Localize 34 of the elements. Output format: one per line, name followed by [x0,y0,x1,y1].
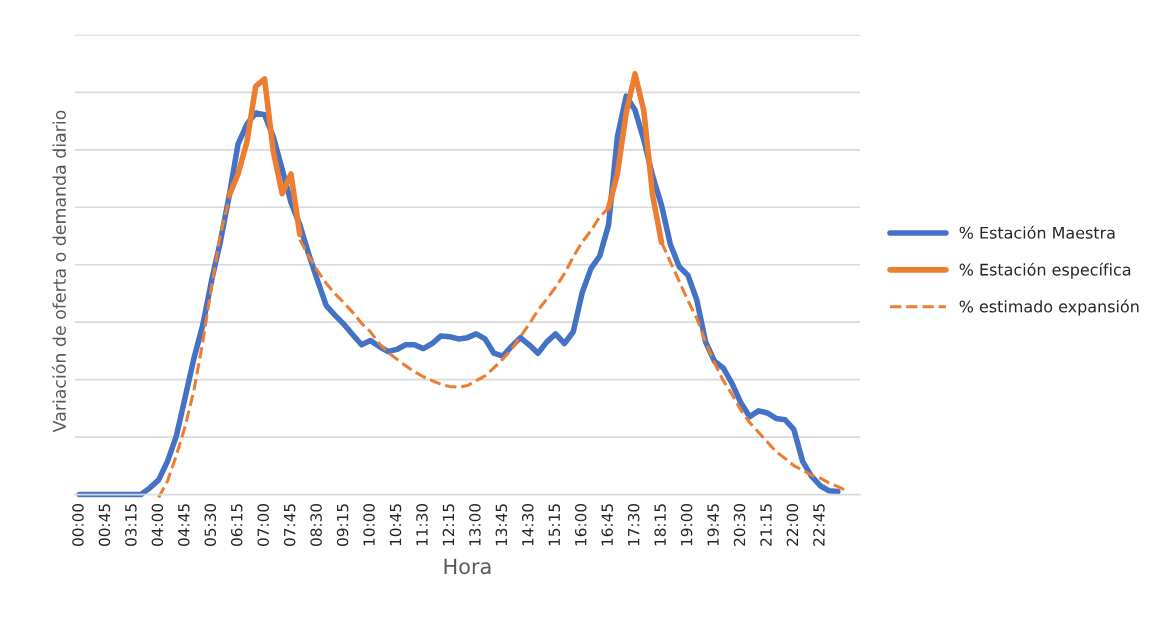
x-tick-label: 10:00 [363,503,375,546]
x-tick-label: 11:30 [416,503,428,546]
x-tick-label: 19:45 [707,504,719,546]
legend-label: % Estación Maestra [959,225,1115,239]
x-tick-label: 14:30 [522,503,534,546]
x-tick-label: 03:15 [125,504,137,546]
x-tick-label: 15:15 [548,504,561,546]
x-tick-label: 16:45 [601,504,613,546]
y-axis-title: Variación de oferta o demanda diario [51,110,66,433]
x-tick-label: 22:00 [786,503,799,546]
x-tick-label: 07:00 [257,503,269,546]
x-tick-label: 12:15 [442,504,455,546]
x-tick-label: 21:15 [760,504,772,546]
x-tick-label: 05:30 [204,503,217,546]
x-tick-label: 16:00 [574,503,587,546]
x-tick-label: 22:45 [813,504,825,546]
x-tick-label: 09:15 [336,504,349,546]
x-tick-label: 13:00 [469,503,481,546]
x-tick-label: 20:30 [733,503,746,546]
x-tick-label: 13:45 [495,504,508,546]
x-tick-label: 17:30 [627,503,640,546]
x-tick-label: 07:45 [283,504,296,546]
x-tick-label: 18:15 [654,504,666,546]
x-tick-label: 04:00 [151,503,164,546]
legend-label: % Estación específica [959,262,1131,279]
legend-label: % estimado expansión [959,299,1139,316]
x-tick-label: 08:30 [310,503,322,546]
x-tick-label: 04:45 [178,504,190,546]
x-tick-label: 00:45 [98,504,111,546]
x-tick-label: 00:00 [72,503,84,546]
x-axis-title: Hora [444,558,491,575]
x-tick-label: 06:15 [230,504,243,546]
x-tick-label: 10:45 [389,504,402,546]
x-tick-label: 19:00 [680,503,693,546]
